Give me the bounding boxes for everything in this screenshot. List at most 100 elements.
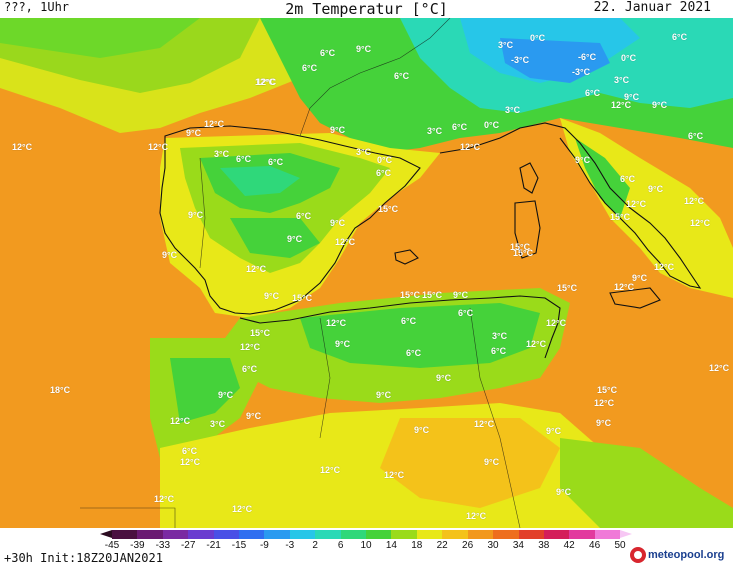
temperature-label: 9°C: [624, 92, 640, 102]
temperature-label: 12°C: [326, 318, 347, 328]
temperature-label: 9°C: [556, 487, 572, 497]
temperature-label: 12°C: [690, 218, 711, 228]
temperature-label: 12°C: [460, 142, 481, 152]
colorbar-ticks: -45 -39 -33 -27 -21 -15 -9 -3 2 6 10 14 18 22 26 30 34 38…: [105, 540, 626, 554]
colorbar-tick-label: 34: [512, 540, 524, 551]
logo-icon: [630, 547, 646, 563]
temperature-label: 15°C: [292, 293, 313, 303]
temperature-label: 9°C: [356, 44, 372, 54]
temperature-label: 9°C: [162, 250, 178, 260]
colorbar-tick-label: -9: [259, 540, 269, 551]
colorbar-swatch: [137, 530, 163, 539]
colorbar-tick-label: 2: [312, 540, 318, 551]
colorbar-swatch: [239, 530, 265, 539]
colorbar-min-arrow: [100, 530, 112, 538]
temperature-label: 15°C: [513, 248, 534, 258]
temperature-label: 6°C: [242, 364, 258, 374]
colorbar-swatch: [391, 530, 417, 539]
colorbar-tick-label: -45: [104, 540, 120, 551]
temperature-label: 12°C: [240, 342, 261, 352]
colorbar-swatch: [112, 530, 138, 539]
temperature-label: 6°C: [458, 308, 474, 318]
colorbar-tick-label: -27: [180, 540, 196, 551]
temperature-label: 12°C: [684, 196, 705, 206]
forecast-date: 22. Januar 2021: [593, 0, 711, 15]
temperature-label: 9°C: [436, 373, 452, 383]
temperature-label: -6°C: [578, 52, 597, 62]
temperature-label: 15°C: [510, 242, 531, 252]
temperature-label: 15°C: [250, 328, 271, 338]
colorbar-tick-label: 18: [411, 540, 423, 551]
temperature-label: 6°C: [268, 157, 284, 167]
temperature-label: 12°C: [594, 398, 615, 408]
temperature-label: 12°C: [654, 262, 675, 272]
temperature-label: 15°C: [597, 385, 618, 395]
colorbar-swatch: [289, 530, 316, 539]
temperature-label: 12°C: [384, 470, 405, 480]
temperature-label: 18°C: [50, 385, 71, 395]
temperature-label: 12°C: [154, 494, 175, 504]
temperature-label: 3°C: [505, 105, 521, 115]
map-title: 2m Temperatur [°C]: [285, 0, 448, 18]
header-bar: ???, 1Uhr 2m Temperatur [°C] 22. Januar …: [0, 0, 733, 18]
temperature-label: 9°C: [546, 426, 562, 436]
temperature-label: 12°C: [546, 318, 567, 328]
temperature-label: 15°C: [400, 290, 421, 300]
temperature-label: 0°C: [621, 53, 637, 63]
temperature-colorbar: [112, 530, 621, 539]
temperature-label: 12°C: [320, 465, 341, 475]
temperature-label: 12°C: [255, 77, 276, 87]
colorbar-swatch: [442, 530, 468, 539]
temperature-label: 0°C: [484, 120, 500, 130]
colorbar-swatch: [594, 530, 621, 539]
colorbar-tick-label: 6: [337, 540, 344, 551]
temperature-label: 15°C: [557, 283, 578, 293]
colorbar-swatch: [569, 530, 595, 539]
temperature-label: 0°C: [530, 33, 546, 43]
colorbar-swatch: [366, 530, 392, 539]
map-shading: [0, 18, 733, 528]
temperature-label: 6°C: [688, 131, 704, 141]
temperature-label: 9°C: [188, 210, 204, 220]
temperature-label: 9°C: [376, 390, 392, 400]
colorbar-swatch: [518, 530, 544, 539]
temperature-label: 9°C: [453, 290, 469, 300]
temperature-label: 3°C: [492, 331, 508, 341]
temperature-label: -3°C: [572, 67, 591, 77]
temperature-label: 9°C: [414, 425, 430, 435]
temperature-label: 9°C: [632, 273, 648, 283]
temperature-label: 9°C: [246, 411, 262, 421]
temperature-label: 9°C: [596, 418, 612, 428]
temperature-label: 15°C: [422, 290, 443, 300]
temperature-label: 3°C: [498, 40, 514, 50]
colorbar-tick-label: 10: [360, 540, 372, 551]
temperature-label: 6°C: [620, 174, 636, 184]
temperature-label: 12°C: [12, 142, 33, 152]
colorbar-tick-label: -3: [285, 540, 295, 551]
temperature-label: 15°C: [378, 204, 399, 214]
temperature-label: 12°C: [335, 237, 356, 247]
colorbar-swatch: [416, 530, 443, 539]
colorbar-swatch: [340, 530, 367, 539]
temperature-label: 9°C: [218, 390, 234, 400]
colorbar-tick-label: 46: [589, 540, 601, 551]
temperature-label: 6°C: [320, 48, 336, 58]
colorbar-tick-label: -21: [206, 540, 221, 551]
meteopool-logo[interactable]: meteopool.org: [630, 546, 724, 564]
temperature-label: 9°C: [330, 218, 346, 228]
temperature-label: 6°C: [401, 316, 417, 326]
temperature-label: 9°C: [484, 457, 500, 467]
temperature-label: 12°C: [614, 282, 635, 292]
temperature-label: 12°C: [246, 264, 267, 274]
temperature-label: 6°C: [236, 154, 252, 164]
temperature-label: 3°C: [356, 147, 372, 157]
temperature-label: 0°C: [377, 155, 393, 165]
colorbar-tick-label: 22: [436, 540, 448, 551]
temperature-label: 12°C: [256, 77, 277, 87]
temperature-label: 12°C: [626, 199, 647, 209]
colorbar-tick-label: 14: [385, 540, 397, 551]
temperature-label: 6°C: [296, 211, 312, 221]
temperature-label: 12°C: [204, 119, 225, 129]
temperature-label: 6°C: [406, 348, 422, 358]
temperature-label: 9°C: [648, 184, 664, 194]
